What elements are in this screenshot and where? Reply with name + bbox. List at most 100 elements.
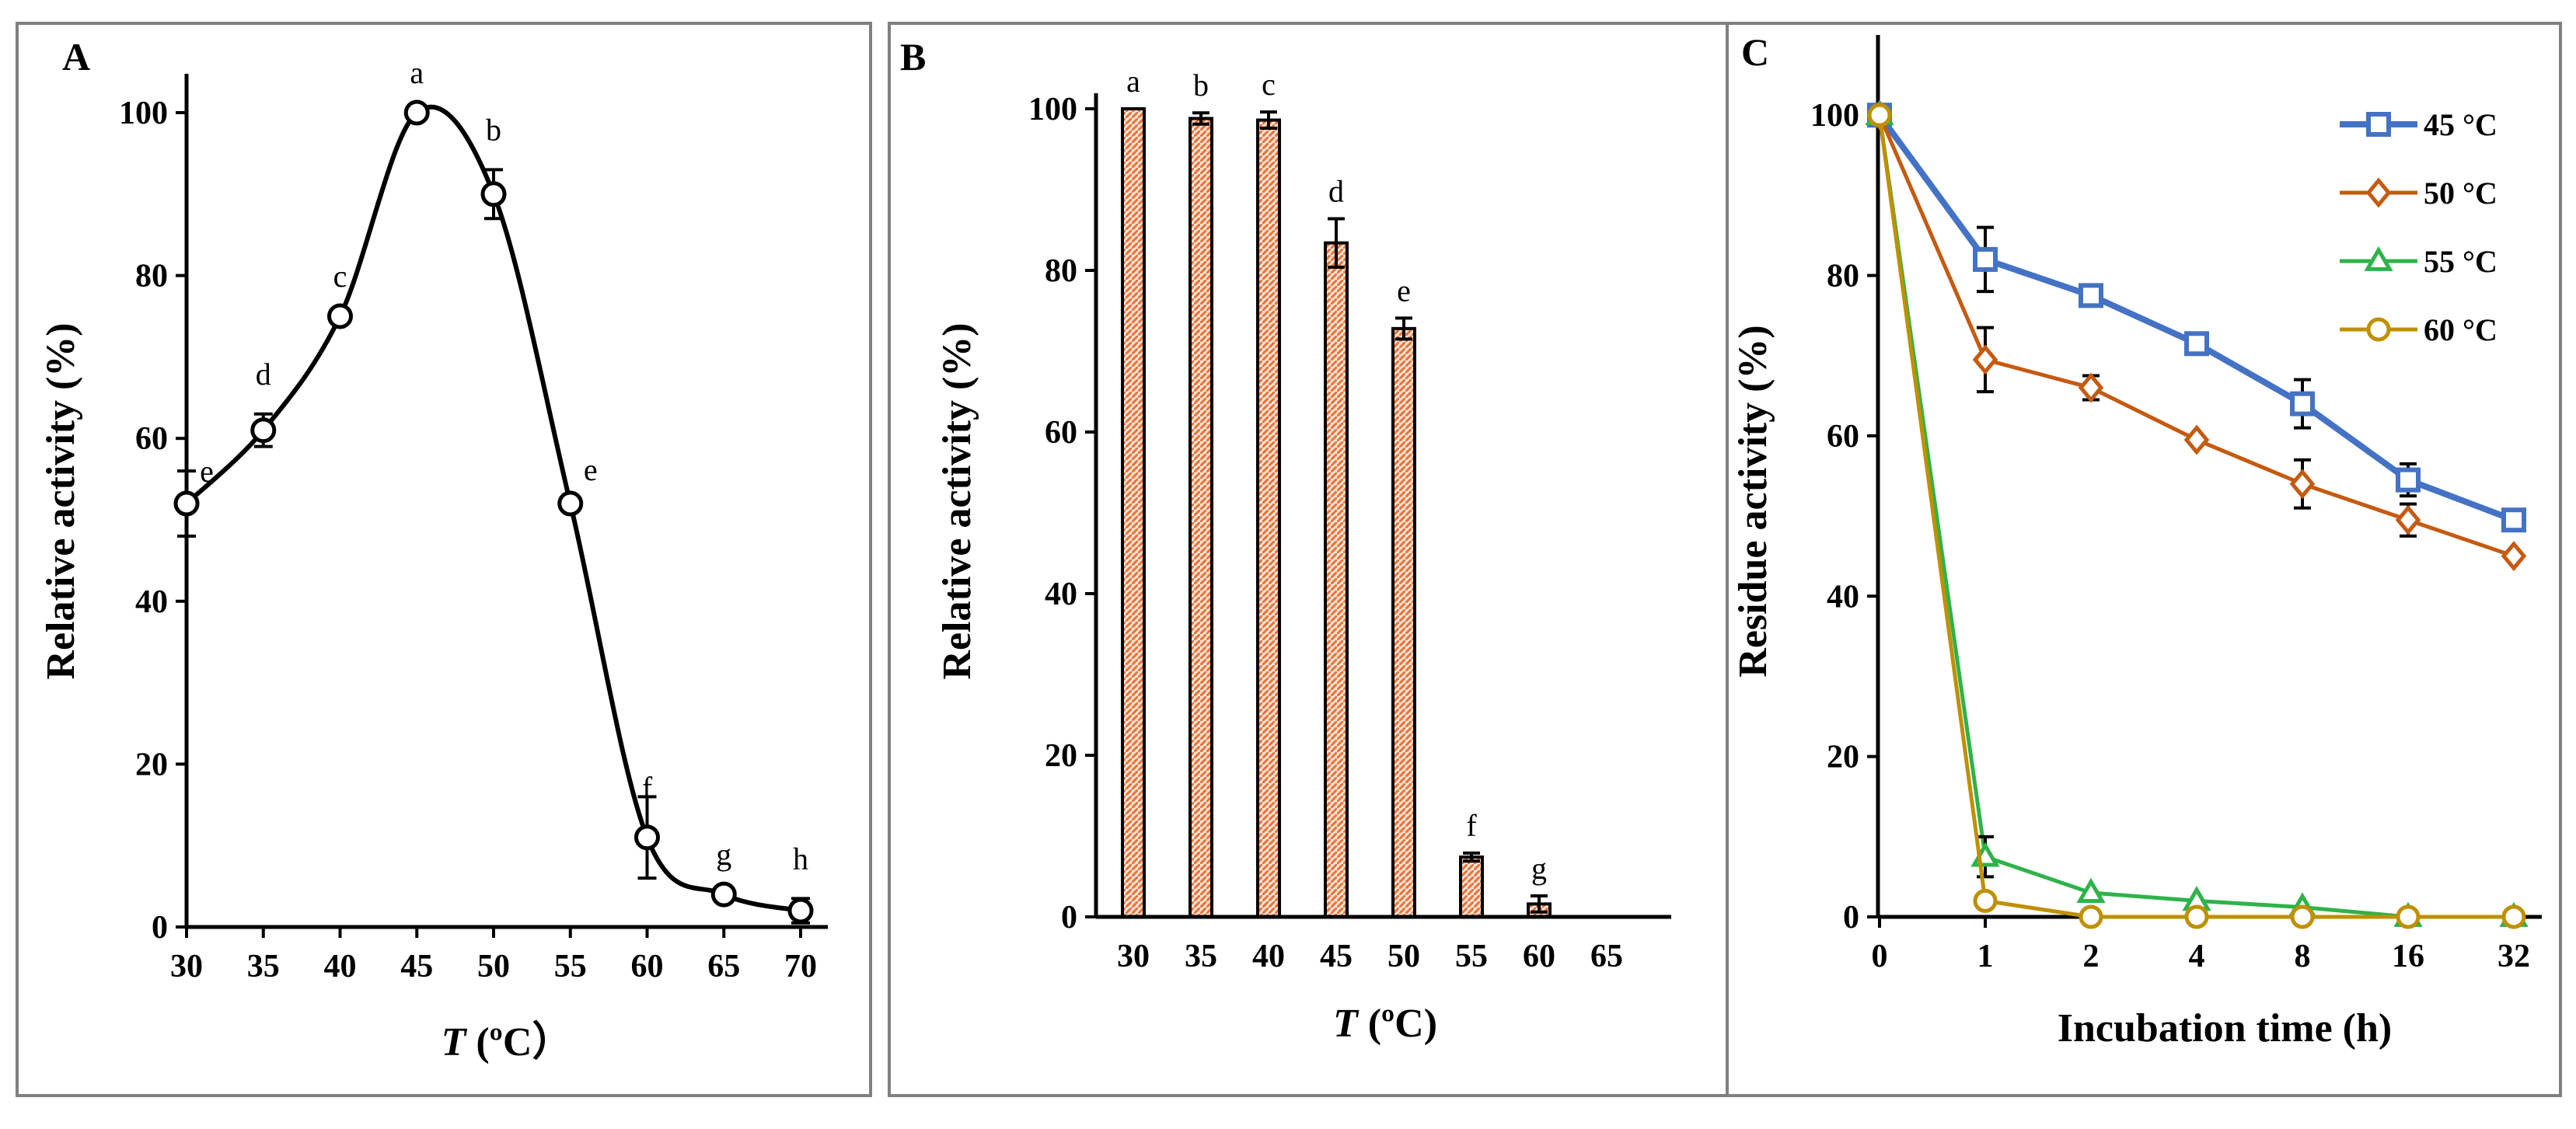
panel-b-bar-1: [1189, 117, 1213, 919]
panel-a-sig-label-5: e: [584, 452, 598, 487]
panel-b-error-4: [1395, 316, 1412, 341]
panel-a-sig-label-0: e: [200, 454, 214, 489]
panel-b-x-title: T (ºC): [1333, 1002, 1437, 1046]
panel-a-point-5: [557, 490, 584, 517]
panel-b-y-tick-label-4: 80: [1045, 253, 1077, 289]
panel-b-x-title-rest: (ºC): [1358, 1002, 1437, 1046]
panel-b-x-title-italic: T: [1333, 1002, 1360, 1046]
panel-b-letter: B: [900, 35, 926, 78]
panel-a-x-axis: 30 35 40 45 50 55 60 65 70: [170, 927, 817, 984]
panel-b-y-tick-label-3: 60: [1045, 415, 1077, 451]
panel-c-series-1-point-2: [2078, 372, 2104, 403]
panel-a-x-tick-label-4: 50: [477, 949, 510, 984]
panel-a-sig-label-7: g: [716, 837, 731, 872]
panel-c-x-title: Incubation time (h): [2058, 1006, 2392, 1051]
panel-a-x-tick-label-0: 30: [170, 949, 203, 984]
panel-c-series-3-point-6: [2501, 904, 2526, 929]
panel-a-point-6: [634, 824, 660, 851]
panel-b-y-title: Relative activity (%): [935, 322, 979, 679]
panel-c-legend-label-3: 60 °C: [2424, 312, 2497, 347]
panel-a-sig-label-4: b: [486, 112, 501, 147]
panel-b-chart: 0 20 40 60 80 100 a b c d e f g 30 35 40 45 50 55 60 65 Re…: [935, 64, 1671, 1046]
panel-b-error-bars: [1192, 110, 1548, 914]
panel-b-sig-label-0: a: [1126, 64, 1140, 99]
panel-c-x-tick-label-4: 8: [2295, 939, 2311, 974]
panel-b-x-axis: 30 35 40 45 50 55 60 65: [1117, 939, 1623, 974]
panel-a-y-tick-label-4: 80: [135, 259, 168, 294]
panel-b-sig-labels: a b c d e f g: [1126, 64, 1547, 886]
panel-a-point-1: [250, 417, 277, 444]
panel-a-y-tick-label-2: 40: [135, 584, 168, 620]
panel-c-x-tick-label-1: 1: [1977, 939, 1994, 974]
panel-b-error-1: [1192, 111, 1209, 126]
panel-c-x-tick-label-0: 0: [1872, 939, 1888, 974]
panel-c-letter: C: [1741, 30, 1769, 74]
panel-c-y-tick-label-3: 60: [1827, 419, 1859, 455]
panel-a-sig-label-2: c: [333, 259, 347, 294]
panel-b-sig-label-1: b: [1193, 68, 1209, 103]
panel-a-chart: 0 20 40 60 80 100 30 35 40 45 50 55 60 65 70 e d c a b e f g…: [39, 55, 828, 1065]
panel-a-point-8: [787, 897, 814, 924]
panel-c-legend-marker-2: [2364, 246, 2393, 271]
panel-c-series-0-point-5: [2396, 467, 2421, 493]
panel-c-series-1-point-4: [2289, 469, 2316, 500]
panel-b-x-tick-label-3: 45: [1320, 939, 1353, 974]
panel-c-legend-marker-0: [2366, 112, 2391, 137]
panel-b-x-tick-label-2: 40: [1252, 939, 1285, 974]
panel-c-series-3-point-3: [2184, 904, 2209, 929]
panel-c-series-3-point-0: [1867, 103, 1892, 127]
panel-c-series: [1865, 99, 2529, 929]
panel-c-series-0-point-4: [2290, 391, 2315, 416]
panel-b-frame: [888, 22, 1738, 1097]
panel-b-sig-label-4: e: [1397, 273, 1411, 308]
panel-c-series-1-point-1: [1972, 344, 1998, 375]
panel-c-series-1-point-6: [2501, 541, 2527, 572]
panel-a-point-2: [327, 303, 353, 329]
panel-c-x-tick-label-2: 2: [2083, 939, 2100, 974]
panel-b-bar-0: [1121, 107, 1146, 918]
panel-a-point-0: [173, 490, 200, 517]
panel-c-y-tick-label-4: 80: [1827, 259, 1859, 294]
panel-a-frame: [16, 22, 872, 1097]
panel-b-y-tick-label-1: 20: [1045, 738, 1077, 774]
panel-c-legend-label-0: 45 °C: [2424, 107, 2497, 142]
panel-a-x-tick-label-8: 70: [784, 949, 817, 984]
panel-c-series-3-point-1: [1973, 888, 1998, 913]
panel-a-points: [173, 99, 814, 924]
panel-b-x-tick-label-6: 60: [1523, 939, 1555, 974]
panel-a-y-tick-label-3: 60: [135, 421, 168, 457]
panel-b-bar-5: [1459, 855, 1484, 919]
panel-a-point-4: [480, 181, 507, 207]
panel-c-legend: 45 °C 50 °C 55 °C 60 °C: [2340, 107, 2497, 347]
panel-c-legend-label-2: 55 °C: [2424, 244, 2497, 279]
panel-c-y-axis: 0 20 40 60 80 100: [1810, 98, 1878, 936]
panel-b-x-tick-label-7: 65: [1590, 939, 1623, 974]
panel-a-x-tick-label-3: 45: [400, 949, 433, 984]
panel-b-x-tick-label-1: 35: [1185, 939, 1217, 974]
panel-a-x-tick-label-2: 40: [324, 949, 357, 984]
panel-b-y-tick-label-0: 0: [1061, 900, 1077, 936]
panel-b-sig-label-5: f: [1466, 808, 1477, 843]
panel-c-series-0-point-6: [2501, 507, 2526, 533]
panel-c-y-title: Residue activity (%): [1731, 325, 1775, 677]
panel-c-series-0-point-2: [2079, 283, 2103, 308]
panel-a-sig-label-1: d: [256, 357, 271, 392]
panel-c-chart: 0 20 40 60 80 100 0 1 2 4 8 16 32 45 °C 50 °C 55 °C 60…: [1731, 35, 2542, 1051]
panel-c-series-2-point-2: [2076, 877, 2106, 903]
panel-c-x-tick-label-3: 4: [2189, 939, 2205, 974]
panel-a-y-tick-label-0: 0: [152, 910, 168, 946]
panel-b-x-tick-label-5: 55: [1455, 939, 1488, 974]
panel-a-sig-labels: e d c a b e f g h: [200, 55, 808, 876]
panel-c-legend-label-1: 50 °C: [2424, 176, 2497, 211]
panel-b-error-5: [1463, 851, 1480, 863]
panel-b-y-axis: 0 20 40 60 80 100: [1028, 92, 1096, 936]
panel-a-curve: [184, 104, 801, 913]
panel-a-x-title-rest: (ºC）: [466, 1019, 572, 1065]
panel-a-letter: A: [62, 35, 90, 78]
panel-a-sig-label-3: a: [410, 55, 424, 90]
panel-a-y-title: Relative activity (%): [39, 322, 83, 679]
panel-c-legend-marker-1: [2365, 177, 2392, 208]
panel-c-y-tick-label-0: 0: [1843, 900, 1859, 936]
panel-c-series-3-point-5: [2396, 904, 2421, 929]
